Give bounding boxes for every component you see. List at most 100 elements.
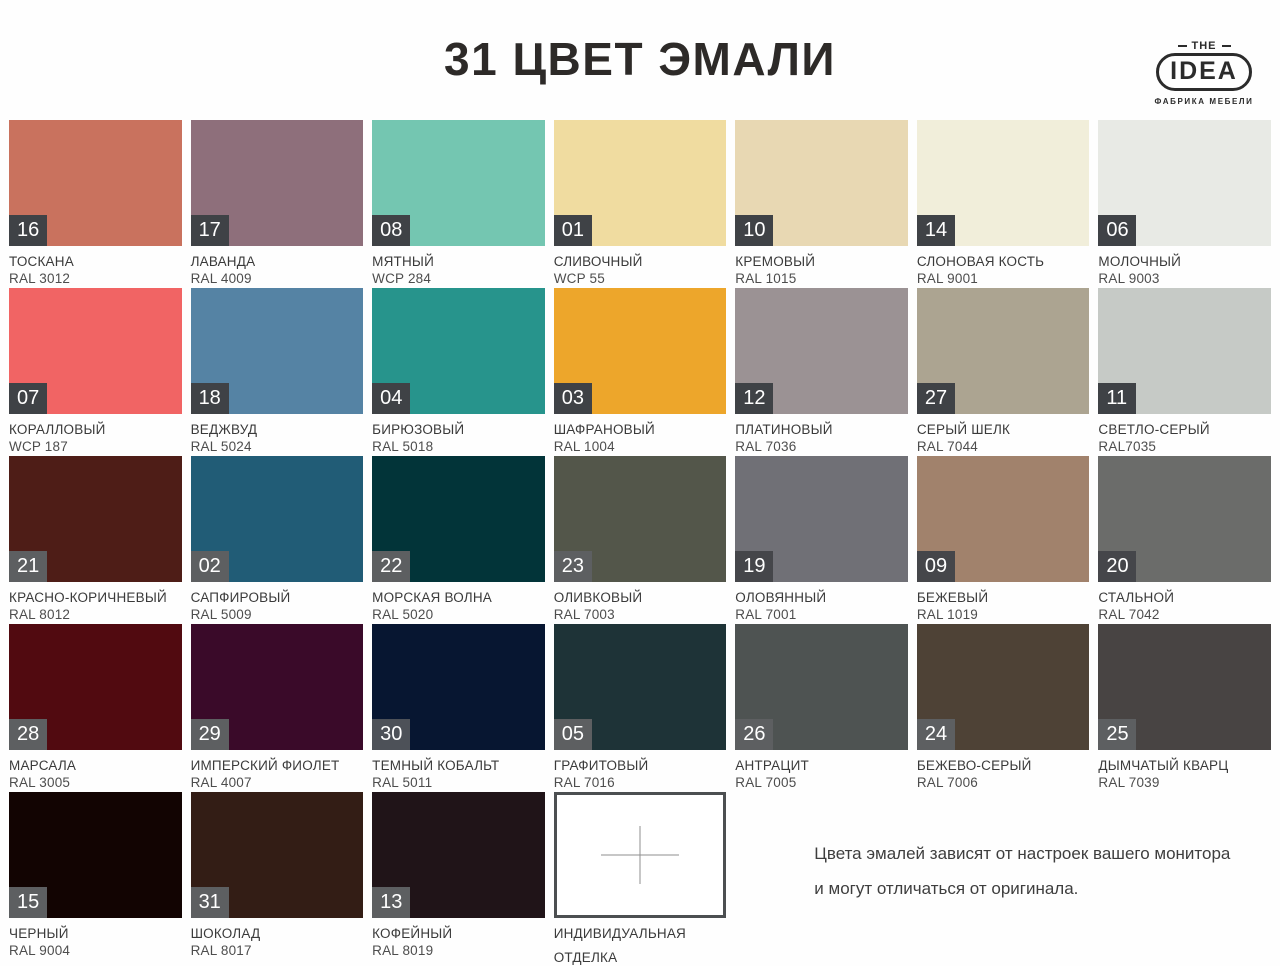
swatch-name: СЛОНОВАЯ КОСТЬ	[916, 254, 1045, 269]
swatch-code: RAL 1019	[916, 607, 978, 622]
swatch-code: RAL7035	[1098, 439, 1157, 454]
swatch-name: СЛИВОЧНЫЙ	[553, 254, 643, 269]
color-swatch: 31	[190, 792, 364, 918]
swatch-cell-14: 14 СЛОНОВАЯ КОСТЬ RAL 9001	[916, 120, 1090, 288]
swatch-number-badge: 09	[916, 551, 955, 582]
color-swatch: 06	[1098, 120, 1271, 246]
brand-logo: THE IDEA ФАБРИКА МЕБЕЛИ	[1150, 40, 1258, 106]
color-swatch: 30	[372, 624, 545, 750]
color-swatch: 13	[372, 792, 545, 918]
swatch-code: RAL 1015	[735, 271, 797, 286]
page-title: 31 ЦВЕТ ЭМАЛИ	[444, 33, 836, 85]
logo-dash-right	[1221, 45, 1231, 47]
swatch-cell-04: 04 БИРЮЗОВЫЙ RAL 5018	[372, 288, 545, 456]
swatch-code: RAL 7003	[553, 607, 615, 622]
swatch-cell-23: 23 ОЛИВКОВЫЙ RAL 7003	[553, 456, 727, 624]
swatch-name: КРЕМОВЫЙ	[735, 254, 816, 269]
swatch-code: RAL 3012	[9, 271, 71, 286]
color-swatch: 15	[9, 792, 182, 918]
swatch-number-badge: 04	[372, 383, 411, 414]
swatch-number-badge: 29	[190, 719, 229, 750]
swatch-name: ТОСКАНА	[9, 254, 74, 269]
logo-the-text: THE	[1191, 40, 1217, 52]
swatch-code: RAL 7016	[553, 775, 615, 790]
swatch-cell-15: 15 ЧЕРНЫЙ RAL 9004	[9, 792, 182, 960]
color-swatch: 11	[1098, 288, 1271, 414]
color-swatch: 29	[190, 624, 364, 750]
color-swatch: 20	[1098, 456, 1271, 582]
swatch-code: RAL 3005	[9, 775, 71, 790]
swatch-name: АНТРАЦИТ	[735, 758, 809, 773]
swatch-number-badge: 03	[553, 383, 592, 414]
swatch-cell-26: 26 АНТРАЦИТ RAL 7005	[735, 624, 908, 792]
swatch-name: САПФИРОВЫЙ	[190, 590, 291, 605]
swatch-number-badge: 25	[1098, 719, 1137, 750]
color-swatch: 22	[372, 456, 545, 582]
swatch-code: RAL 5009	[190, 607, 252, 622]
swatch-name: БЕЖЕВО-СЕРЫЙ	[916, 758, 1032, 773]
disclaimer-text: Цвета эмалей зависят от настроек вашего …	[735, 792, 1271, 960]
swatch-cell-17: 17 ЛАВАНДА RAL 4009	[190, 120, 364, 288]
swatch-code: RAL 8019	[372, 943, 434, 958]
color-grid: 16 ТОСКАНА RAL 3012 17 ЛАВАНДА RAL 4009 …	[0, 120, 1280, 965]
color-swatch: 27	[916, 288, 1090, 414]
swatch-cell-02: 02 САПФИРОВЫЙ RAL 5009	[190, 456, 364, 624]
custom-finish-label-line2: ОТДЕЛКА	[553, 950, 618, 965]
logo-tagline: ФАБРИКА МЕБЕЛИ	[1154, 97, 1254, 106]
swatch-cell-21: 21 КРАСНО-КОРИЧНЕВЫЙ RAL 8012	[9, 456, 182, 624]
swatch-name: МАРСАЛА	[9, 758, 77, 773]
swatch-code: RAL 7036	[735, 439, 797, 454]
swatch-cell-27: 27 СЕРЫЙ ШЕЛК RAL 7044	[916, 288, 1090, 456]
swatch-cell-11: 11 СВЕТЛО-СЕРЫЙ RAL7035	[1098, 288, 1271, 456]
swatch-code: RAL 7005	[735, 775, 797, 790]
swatch-cell-16: 16 ТОСКАНА RAL 3012	[9, 120, 182, 288]
swatch-name: ЛАВАНДА	[190, 254, 256, 269]
swatch-number-badge: 17	[190, 215, 229, 246]
swatch-number-badge: 10	[735, 215, 774, 246]
swatch-code: RAL 8017	[190, 943, 252, 958]
swatch-name: ПЛАТИНОВЫЙ	[735, 422, 833, 437]
swatch-number-badge: 16	[9, 215, 47, 246]
swatch-number-badge: 22	[372, 551, 411, 582]
swatch-cell-22: 22 МОРСКАЯ ВОЛНА RAL 5020	[372, 456, 545, 624]
color-swatch: 26	[735, 624, 908, 750]
swatch-name: БЕЖЕВЫЙ	[916, 590, 989, 605]
swatch-cell-18: 18 ВЕДЖВУД RAL 5024	[190, 288, 364, 456]
disclaimer-line1: Цвета эмалей зависят от настроек вашего …	[814, 844, 1231, 863]
swatch-name: МОРСКАЯ ВОЛНА	[372, 590, 492, 605]
header: 31 ЦВЕТ ЭМАЛИ THE IDEA ФАБРИКА МЕБЕЛИ	[0, 0, 1280, 120]
swatch-code: RAL 4009	[190, 271, 252, 286]
color-swatch: 05	[553, 624, 727, 750]
swatch-cell-31: 31 ШОКОЛАД RAL 8017	[190, 792, 364, 960]
color-swatch: 01	[553, 120, 727, 246]
swatch-number-badge: 28	[9, 719, 47, 750]
swatch-number-badge: 19	[735, 551, 774, 582]
swatch-name: ОЛИВКОВЫЙ	[553, 590, 643, 605]
swatch-number-badge: 30	[372, 719, 411, 750]
swatch-number-badge: 01	[553, 215, 592, 246]
color-swatch: 14	[916, 120, 1090, 246]
swatch-name: КРАСНО-КОРИЧНЕВЫЙ	[9, 590, 167, 605]
color-swatch: 17	[190, 120, 364, 246]
swatch-cell-13: 13 КОФЕЙНЫЙ RAL 8019	[372, 792, 545, 960]
color-swatch: 25	[1098, 624, 1271, 750]
swatch-code: RAL 5018	[372, 439, 434, 454]
color-swatch: 03	[553, 288, 727, 414]
color-swatch: 16	[9, 120, 182, 246]
color-swatch: 12	[735, 288, 908, 414]
swatch-cell-19: 19 ОЛОВЯННЫЙ RAL 7001	[735, 456, 908, 624]
swatch-cell-08: 08 МЯТНЫЙ WCP 284	[372, 120, 545, 288]
logo-brand-name: IDEA	[1156, 53, 1252, 91]
swatch-cell-01: 01 СЛИВОЧНЫЙ WCP 55	[553, 120, 727, 288]
plus-icon	[639, 826, 641, 884]
swatch-code: RAL 8012	[9, 607, 71, 622]
logo-dash-left	[1177, 45, 1187, 47]
swatch-code: RAL 5020	[372, 607, 434, 622]
swatch-name: КОРАЛЛОВЫЙ	[9, 422, 106, 437]
swatch-name: ИМПЕРСКИЙ ФИОЛЕТ	[190, 758, 340, 773]
swatch-name: ШОКОЛАД	[190, 926, 261, 941]
swatch-number-badge: 12	[735, 383, 774, 414]
swatch-number-badge: 31	[190, 887, 229, 918]
swatch-number-badge: 11	[1098, 383, 1137, 414]
swatch-code: RAL 4007	[190, 775, 252, 790]
